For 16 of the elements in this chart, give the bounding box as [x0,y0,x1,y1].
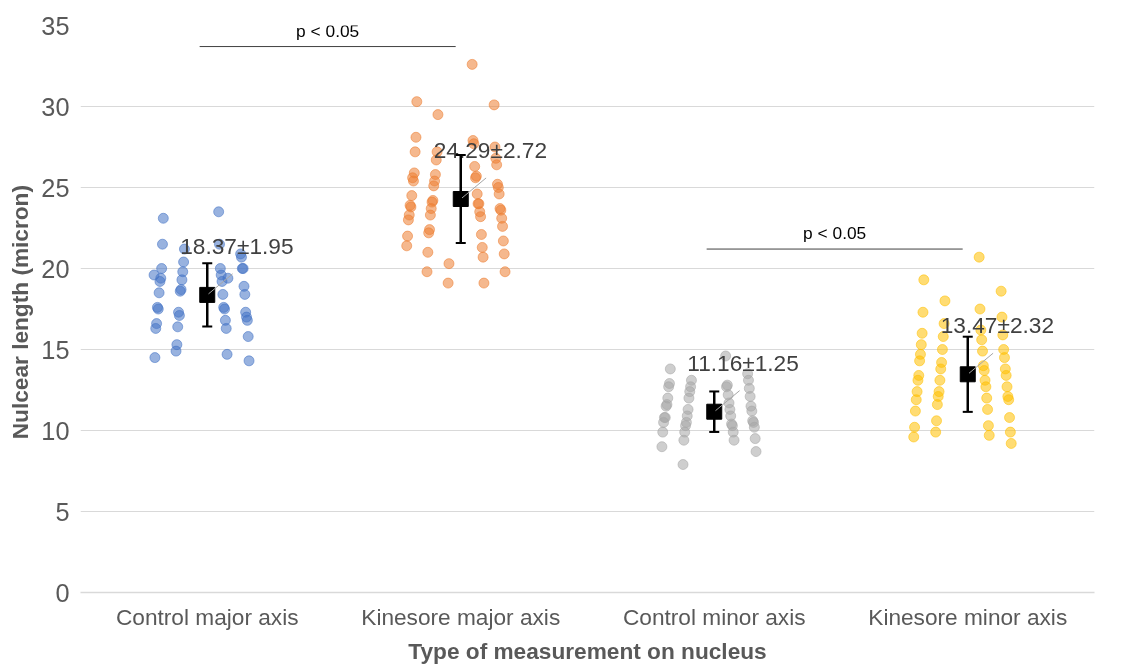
y-tick-label: 5 [55,497,70,526]
y-axis-title: Nulcear length (micron) [7,184,34,440]
y-tick-label: 20 [41,254,70,283]
y-tick-label: 0 [55,578,70,607]
y-tick-label: 10 [41,416,70,445]
x-tick-label: Kinesore minor axis [868,603,1068,630]
y-tick-label: 30 [41,92,70,121]
y-tick-label: 35 [41,11,70,40]
x-tick-label: Control major axis [115,603,299,630]
x-tick-label: Kinesore major axis [361,603,561,630]
data-label: 11.16±1.25 [687,349,799,376]
x-tick-label: Control minor axis [622,603,806,630]
y-tick-label: 15 [41,335,70,364]
annotation: p < 0.05 [803,223,867,244]
y-tick-label: 25 [41,173,70,202]
x-axis-title: Type of measurement on nucleus [408,637,767,664]
